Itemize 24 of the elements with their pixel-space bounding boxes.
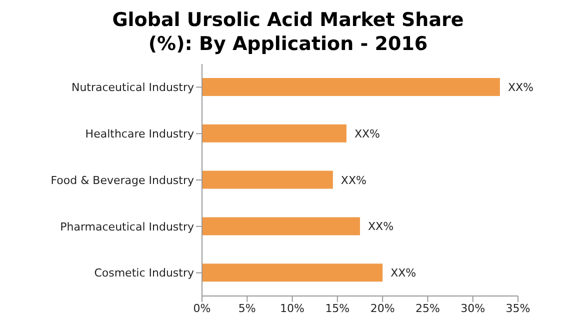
x-tick-label: 10%: [280, 302, 305, 315]
data-label: XX%: [354, 127, 380, 140]
x-tick-label: 15%: [325, 302, 350, 315]
y-tick-label: Cosmetic Industry: [94, 266, 194, 280]
data-label: XX%: [390, 266, 416, 280]
x-tick-label: 5%: [238, 302, 256, 315]
x-tick-label: 30%: [460, 302, 486, 315]
data-label: XX%: [508, 81, 534, 94]
bar: [202, 124, 346, 142]
bar: [202, 78, 500, 96]
x-tick-label: 35%: [506, 302, 530, 315]
x-tick-label: 0%: [193, 302, 211, 315]
bar: [202, 170, 333, 189]
x-tick-label: 20%: [370, 302, 395, 315]
y-tick-label: Nutraceutical Industry: [71, 81, 194, 94]
bar: [202, 264, 383, 282]
data-label: XX%: [340, 174, 366, 187]
bar: [202, 217, 360, 236]
x-tick-label: 25%: [415, 302, 440, 315]
y-tick-label: Food & Beverage Industry: [50, 174, 194, 187]
chart-title: Global Ursolic Acid Market Share (%): By Application - 2016: [111, 8, 465, 56]
data-label: XX%: [368, 220, 394, 234]
y-tick-label: Pharmaceutical Industry: [60, 220, 194, 234]
y-tick-label: Healthcare Industry: [85, 128, 194, 141]
